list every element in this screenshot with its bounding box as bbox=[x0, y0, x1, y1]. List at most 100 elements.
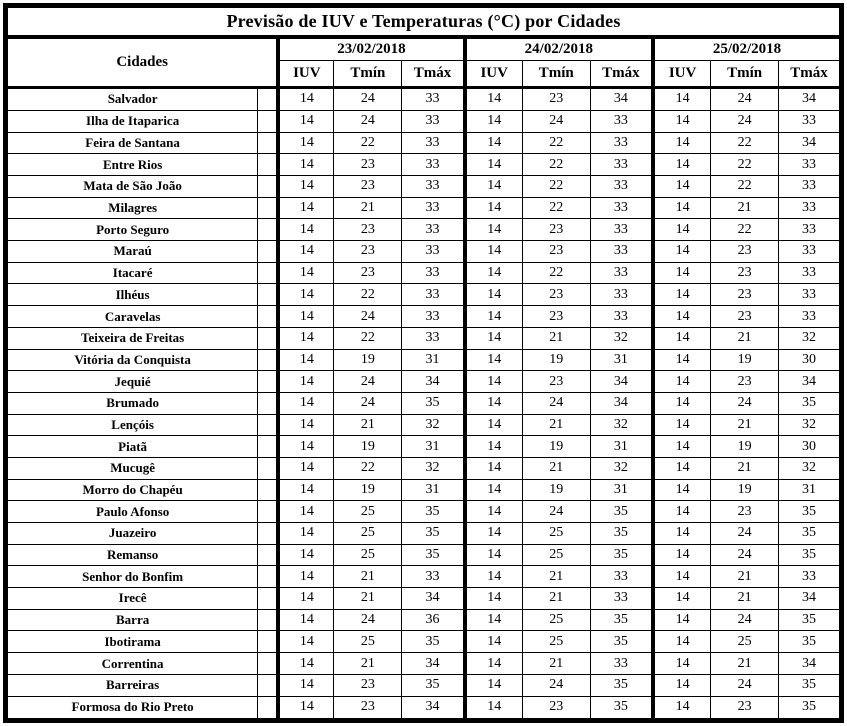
tmax-value-cell: 33 bbox=[401, 565, 466, 589]
table-row: Formosa do Rio Preto 14 23 34 14 23 35 14 23 35 bbox=[4, 695, 842, 723]
tmax-value-cell: 31 bbox=[401, 435, 466, 458]
table-row: Ibotirama 14 25 35 14 25 35 14 25 35 bbox=[4, 630, 842, 654]
tmax-value-cell: 31 bbox=[778, 478, 842, 502]
spacer-cell bbox=[257, 695, 279, 723]
spacer-cell bbox=[257, 305, 279, 328]
iuv-value-cell: 14 bbox=[651, 153, 712, 177]
iuv-value-cell: 14 bbox=[276, 131, 335, 155]
city-name-cell: Milagres bbox=[4, 196, 259, 220]
spacer-cell bbox=[257, 240, 279, 263]
iuv-value-cell: 14 bbox=[651, 435, 712, 458]
iuv-value-cell: 14 bbox=[276, 261, 335, 285]
spacer-cell bbox=[257, 348, 279, 372]
spacer-cell bbox=[257, 413, 279, 437]
tmin-value-cell: 21 bbox=[710, 413, 780, 437]
tmax-value-cell: 35 bbox=[589, 543, 654, 567]
tmin-value-cell: 22 bbox=[333, 456, 403, 480]
tmin-value-cell: 24 bbox=[521, 500, 591, 524]
tmin-value-cell: 23 bbox=[521, 305, 591, 328]
iuv-value-cell: 14 bbox=[276, 370, 335, 393]
tmax-value-cell: 33 bbox=[778, 153, 842, 177]
city-name-cell: Teixeira de Freitas bbox=[4, 326, 259, 350]
tmax-value-cell: 34 bbox=[401, 652, 466, 675]
city-name-cell: Mucugê bbox=[4, 456, 259, 480]
city-name-cell: Maraú bbox=[4, 240, 259, 263]
iuv-value-cell: 14 bbox=[462, 305, 523, 328]
tmax-value-cell: 35 bbox=[589, 608, 654, 632]
iuv-value-cell: 14 bbox=[651, 218, 712, 242]
tmin-value-cell: 21 bbox=[521, 413, 591, 437]
city-name-cell: Ibotirama bbox=[4, 630, 259, 654]
iuv-value-cell: 14 bbox=[651, 326, 712, 350]
tmax-value-cell: 33 bbox=[778, 218, 842, 242]
tmax-value-cell: 33 bbox=[778, 196, 842, 220]
city-name-cell: Piatã bbox=[4, 435, 259, 458]
tmin-value-cell: 23 bbox=[333, 695, 403, 723]
tmin-value-cell: 23 bbox=[521, 695, 591, 723]
col-header-tmin-day2: Tmín bbox=[521, 60, 591, 89]
iuv-value-cell: 14 bbox=[276, 326, 335, 350]
table-row: Maraú 14 23 33 14 23 33 14 23 33 bbox=[4, 240, 842, 263]
spacer-cell bbox=[257, 435, 279, 458]
tmin-value-cell: 24 bbox=[710, 543, 780, 567]
tmin-value-cell: 23 bbox=[710, 305, 780, 328]
tmin-value-cell: 21 bbox=[710, 565, 780, 589]
iuv-value-cell: 14 bbox=[462, 587, 523, 610]
tmin-value-cell: 22 bbox=[521, 261, 591, 285]
city-name-cell: Senhor do Bonfim bbox=[4, 565, 259, 589]
iuv-value-cell: 14 bbox=[651, 348, 712, 372]
tmax-value-cell: 33 bbox=[401, 153, 466, 177]
city-name-cell: Vitória da Conquista bbox=[4, 348, 259, 372]
table-row: Feira de Santana 14 22 33 14 22 33 14 22 34 bbox=[4, 131, 842, 155]
iuv-value-cell: 14 bbox=[276, 109, 335, 133]
tmin-value-cell: 23 bbox=[333, 153, 403, 177]
table-title: Previsão de IUV e Temperaturas (°C) por … bbox=[5, 5, 842, 39]
tmin-value-cell: 21 bbox=[521, 565, 591, 589]
tmax-value-cell: 34 bbox=[589, 391, 654, 415]
tmax-value-cell: 35 bbox=[589, 630, 654, 654]
spacer-cell bbox=[257, 630, 279, 654]
tmin-value-cell: 23 bbox=[521, 240, 591, 263]
tmin-value-cell: 19 bbox=[333, 435, 403, 458]
tmin-value-cell: 23 bbox=[710, 370, 780, 393]
tmin-value-cell: 24 bbox=[333, 391, 403, 415]
iuv-value-cell: 14 bbox=[651, 305, 712, 328]
col-header-tmin-day3: Tmín bbox=[710, 60, 780, 89]
spacer-cell bbox=[257, 326, 279, 350]
tmin-value-cell: 23 bbox=[710, 500, 780, 524]
iuv-value-cell: 14 bbox=[462, 500, 523, 524]
iuv-value-cell: 14 bbox=[276, 478, 335, 502]
tmax-value-cell: 35 bbox=[401, 543, 466, 567]
cities-column-header: Cidades bbox=[5, 37, 281, 89]
tmin-value-cell: 22 bbox=[710, 153, 780, 177]
tmax-value-cell: 33 bbox=[401, 326, 466, 350]
tmax-value-cell: 35 bbox=[778, 673, 842, 697]
tmax-value-cell: 33 bbox=[778, 240, 842, 263]
tmin-value-cell: 22 bbox=[521, 196, 591, 220]
city-name-cell: Morro do Chapéu bbox=[4, 478, 259, 502]
tmin-value-cell: 23 bbox=[333, 240, 403, 263]
city-name-cell: Itacaré bbox=[4, 261, 259, 285]
table-row: Ilha de Itaparica 14 24 33 14 24 33 14 24 33 bbox=[4, 109, 842, 133]
iuv-value-cell: 14 bbox=[651, 413, 712, 437]
table-row: Barra 14 24 36 14 25 35 14 24 35 bbox=[4, 608, 842, 632]
iuv-value-cell: 14 bbox=[276, 695, 335, 723]
tmin-value-cell: 21 bbox=[710, 652, 780, 675]
title-row: Previsão de IUV e Temperaturas (°C) por … bbox=[5, 5, 842, 39]
date-header-row: Cidades 23/02/2018 24/02/2018 25/02/2018 bbox=[5, 37, 842, 89]
table-row: Remanso 14 25 35 14 25 35 14 24 35 bbox=[4, 543, 842, 567]
spacer-cell bbox=[257, 218, 279, 242]
table-row: Jequié 14 24 34 14 23 34 14 23 34 bbox=[4, 370, 842, 393]
tmax-value-cell: 33 bbox=[401, 261, 466, 285]
tmin-value-cell: 24 bbox=[333, 608, 403, 632]
tmin-value-cell: 23 bbox=[710, 240, 780, 263]
tmax-value-cell: 33 bbox=[401, 218, 466, 242]
tmax-value-cell: 34 bbox=[778, 131, 842, 155]
tmin-value-cell: 25 bbox=[710, 630, 780, 654]
tmax-value-cell: 30 bbox=[778, 435, 842, 458]
city-name-cell: Ilha de Itaparica bbox=[4, 109, 259, 133]
tmax-value-cell: 31 bbox=[589, 348, 654, 372]
table-row: Barreiras 14 23 35 14 24 35 14 24 35 bbox=[4, 673, 842, 697]
iuv-value-cell: 14 bbox=[462, 326, 523, 350]
tmax-value-cell: 33 bbox=[778, 305, 842, 328]
